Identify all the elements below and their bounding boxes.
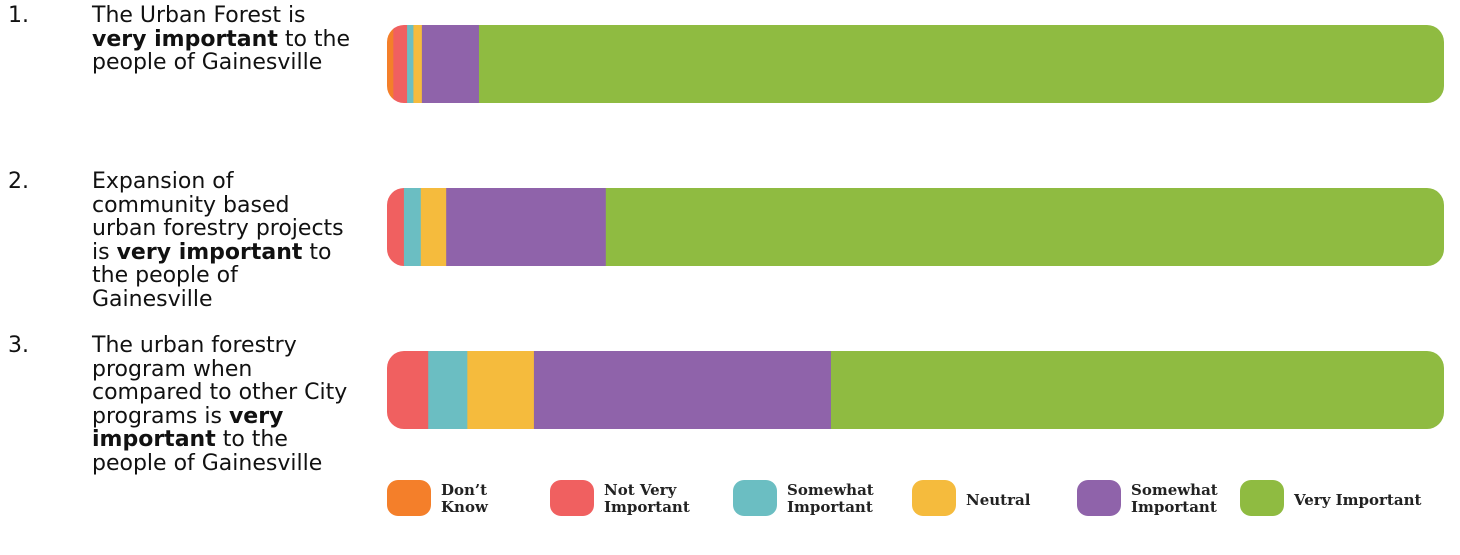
legend-swatch	[733, 480, 777, 516]
legend-swatch	[1240, 480, 1284, 516]
bar-segment	[387, 25, 394, 103]
statement-number: 3.	[8, 333, 29, 358]
legend-label: Important	[604, 498, 690, 516]
bar-segment	[387, 188, 405, 266]
bar-segment	[533, 351, 832, 429]
bar-segment	[413, 25, 423, 103]
legend-swatch	[912, 480, 956, 516]
legend-label: Important	[787, 498, 873, 516]
statement-emphasis: very important	[92, 403, 284, 452]
statement-text: Expansion of community based urban fores…	[92, 170, 360, 311]
statement-number: 2.	[8, 169, 29, 194]
legend-item: Neutral	[912, 480, 1031, 516]
statement-text-start: Expansion of community based urban fores…	[92, 169, 344, 265]
statement-text-end: to the people of Gainesville	[92, 239, 332, 312]
bar-row-1	[387, 25, 1444, 103]
bar-segment	[421, 25, 480, 103]
statement-number: 1.	[8, 3, 29, 28]
bar-segment	[420, 188, 447, 266]
bar-segment	[830, 351, 1444, 429]
legend-swatch	[550, 480, 594, 516]
bar-segment	[446, 188, 607, 266]
statement-text-start: The urban forestry program when compared…	[92, 333, 348, 429]
legend-label: Don’t	[441, 481, 487, 499]
legend-item: Very Important	[1240, 480, 1421, 516]
legend-label: Very Important	[1293, 491, 1421, 509]
statement-emphasis: very important	[116, 239, 303, 265]
statement-text-end: to the people of Gainesville	[92, 26, 351, 75]
statement-text-end: to the people of Gainesville	[92, 427, 323, 476]
legend-swatch	[1077, 480, 1121, 516]
bar-row-3	[387, 351, 1444, 429]
bar-segment	[478, 25, 1444, 103]
bar-segment	[467, 351, 535, 429]
bar-segment	[387, 351, 429, 429]
statement-text: The urban forestry program when compared…	[92, 334, 360, 475]
statement-text-start: The Urban Forest is	[92, 3, 306, 28]
statement-emphasis: very important	[92, 26, 278, 52]
statement-text: The Urban Forest is very important to th…	[92, 4, 360, 75]
bar-segment	[605, 188, 1444, 266]
legend-label: Know	[441, 498, 489, 516]
legend-label: Neutral	[966, 491, 1031, 509]
bar-row-2	[387, 188, 1444, 266]
bar-segment	[428, 351, 468, 429]
legend-label: Somewhat	[1131, 481, 1218, 499]
legend-label: Not Very	[604, 481, 678, 499]
legend-label: Somewhat	[787, 481, 874, 499]
bar-segment	[407, 25, 415, 103]
bar-segment	[403, 188, 422, 266]
legend-label: Important	[1131, 498, 1217, 516]
bar-segment	[393, 25, 408, 103]
legend-swatch	[387, 480, 431, 516]
